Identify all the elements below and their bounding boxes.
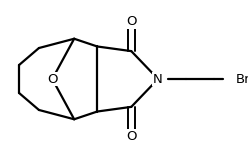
Text: N: N	[153, 73, 163, 85]
Text: O: O	[47, 73, 58, 85]
Text: O: O	[126, 15, 137, 28]
Text: O: O	[126, 130, 137, 143]
Text: Br: Br	[236, 73, 248, 85]
